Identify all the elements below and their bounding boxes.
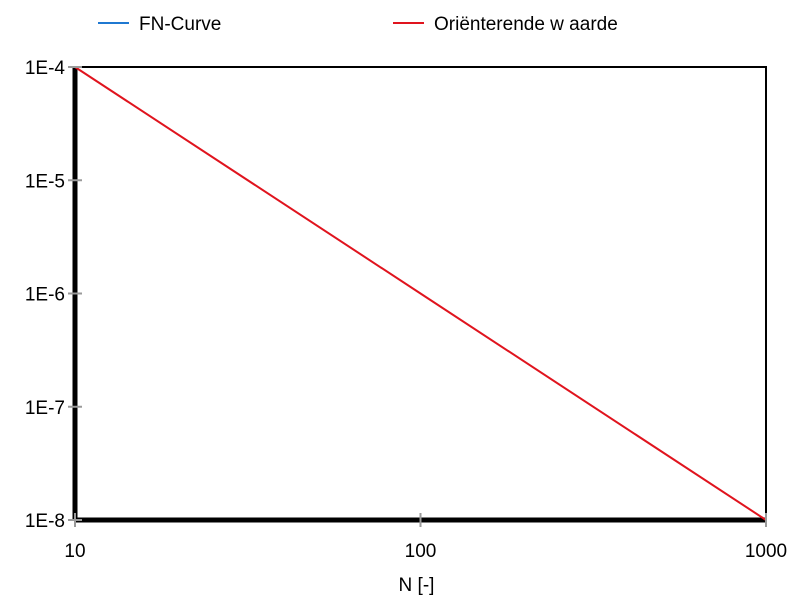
x-axis-title: N [-] xyxy=(399,575,435,596)
series-layer xyxy=(74,66,767,521)
x-tick-label: 100 xyxy=(405,541,437,562)
legend: FN-Curve Oriënterende w aarde xyxy=(98,14,618,35)
legend-label-1: FN-Curve xyxy=(139,14,221,35)
x-tick-label: 1000 xyxy=(745,541,787,562)
y-tick-label: 1E-7 xyxy=(25,398,65,419)
x-axis-ticks: 10 100 1000 xyxy=(64,513,787,562)
y-tick-label: 1E-5 xyxy=(25,171,65,192)
y-tick-label: 1E-8 xyxy=(25,511,65,532)
y-axis-ticks: 1E-4 1E-5 1E-6 1E-7 1E-8 xyxy=(25,58,82,532)
legend-label-2: Oriënterende w aarde xyxy=(434,14,618,35)
x-tick-label: 10 xyxy=(64,541,85,562)
y-tick-label: 1E-6 xyxy=(25,285,65,306)
y-tick-label: 1E-4 xyxy=(25,58,66,79)
plot-area xyxy=(72,66,767,523)
series-line-2 xyxy=(74,66,767,521)
